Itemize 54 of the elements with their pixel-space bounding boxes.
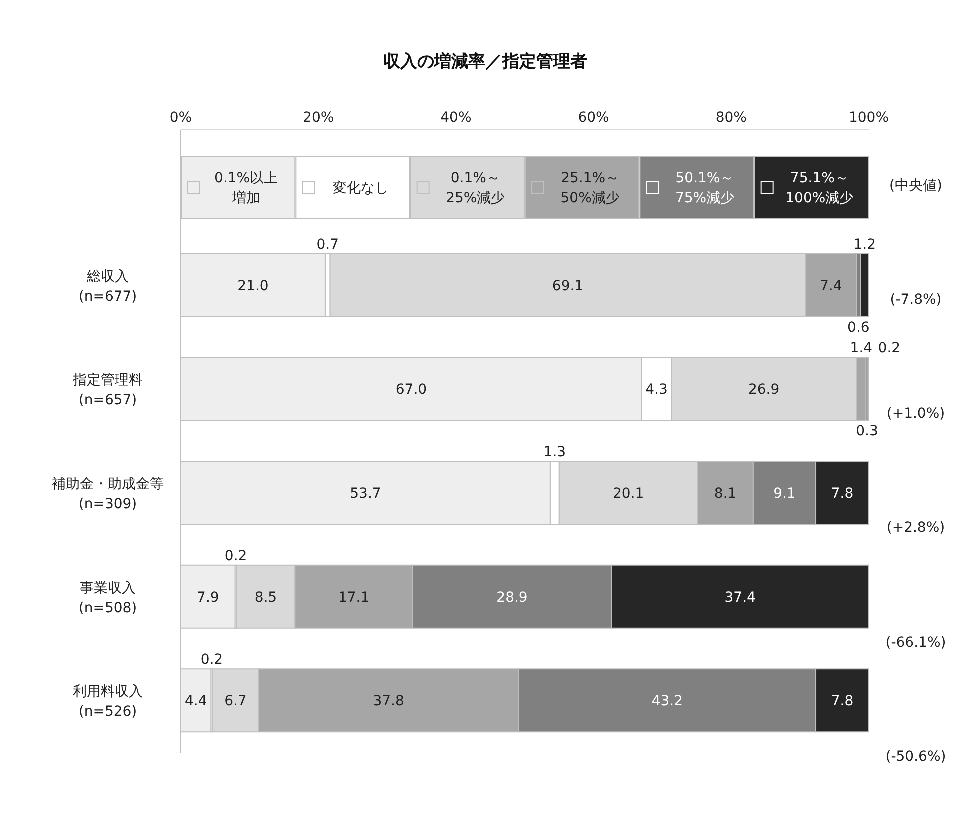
data-label: 43.2 — [652, 694, 683, 710]
legend-label: 50.1%～75%減少 — [675, 170, 735, 206]
x-tick-label: 60% — [578, 110, 610, 126]
y-tick-label: 補助金・助成金等 (n=309) — [52, 476, 164, 512]
data-label: 1.3 — [544, 444, 566, 460]
legend-label: 75.1%～100%減少 — [786, 170, 854, 206]
text: (+1.0%) — [886, 406, 946, 422]
data-label: 0.7 — [316, 236, 340, 253]
data-label: 6.7 — [224, 694, 247, 710]
legend-label: 25.1%～50%減少 — [560, 170, 620, 206]
data-label: 0.3 — [856, 424, 878, 440]
data-label: 0.2 — [200, 652, 224, 668]
data-label: 8.1 — [714, 486, 737, 502]
data-label: 9.1 — [774, 486, 796, 502]
legend-label: 変化なし — [333, 180, 389, 196]
text: (-50.6%) — [884, 748, 948, 765]
x-tick-label: 20% — [303, 110, 334, 126]
data-label: 67.0 — [396, 382, 428, 398]
data-label: 4.3 — [646, 382, 668, 398]
x-tick-label: 40% — [440, 110, 472, 126]
data-label: 7.9 — [197, 590, 220, 606]
data-label: 26.9 — [748, 382, 780, 398]
y-tick-label: 指定管理料 (n=657) — [72, 372, 143, 409]
data-label: 7.8 — [831, 694, 854, 710]
data-label: 53.7 — [350, 486, 382, 502]
text: (+2.8%) — [886, 520, 946, 536]
data-label: 7.4 — [820, 278, 842, 294]
chart-title: 収入の増減率／指定管理者 — [382, 51, 588, 73]
legend-label: 0.1%～25%減少 — [446, 170, 506, 206]
data-label: 21.0 — [238, 278, 269, 294]
data-label: 69.1 — [552, 278, 584, 294]
data-label: 4.4 — [185, 694, 208, 710]
y-tick-label: 事業収入 (n=508) — [78, 580, 138, 616]
legend-label: 0.1%以上増加 — [214, 170, 278, 206]
data-label: 0.2 — [878, 340, 901, 357]
data-label: 8.5 — [254, 590, 278, 606]
x-tick-label: 80% — [716, 110, 747, 126]
y-tick-label: 総収入 (n=677) — [78, 268, 138, 305]
data-label: 28.9 — [496, 590, 528, 606]
data-label: 7.8 — [831, 486, 854, 502]
data-label: 1.2 — [854, 236, 876, 253]
x-tick-label: 0% — [170, 110, 192, 126]
text: (-7.8%) — [889, 292, 943, 308]
y-tick-label: 利用料収入 (n=526) — [73, 684, 143, 720]
data-label: 17.1 — [338, 590, 370, 606]
data-label: 37.8 — [373, 694, 404, 710]
text: (中央値) — [888, 177, 944, 196]
data-label: 0.2 — [224, 548, 248, 564]
data-label: 0.6 — [848, 320, 870, 336]
data-label: 20.1 — [612, 486, 644, 502]
x-tick-label: 100% — [848, 110, 890, 126]
text: (-66.1%) — [884, 634, 948, 650]
data-label: 1.4 — [850, 340, 873, 357]
data-label: 37.4 — [724, 590, 756, 606]
